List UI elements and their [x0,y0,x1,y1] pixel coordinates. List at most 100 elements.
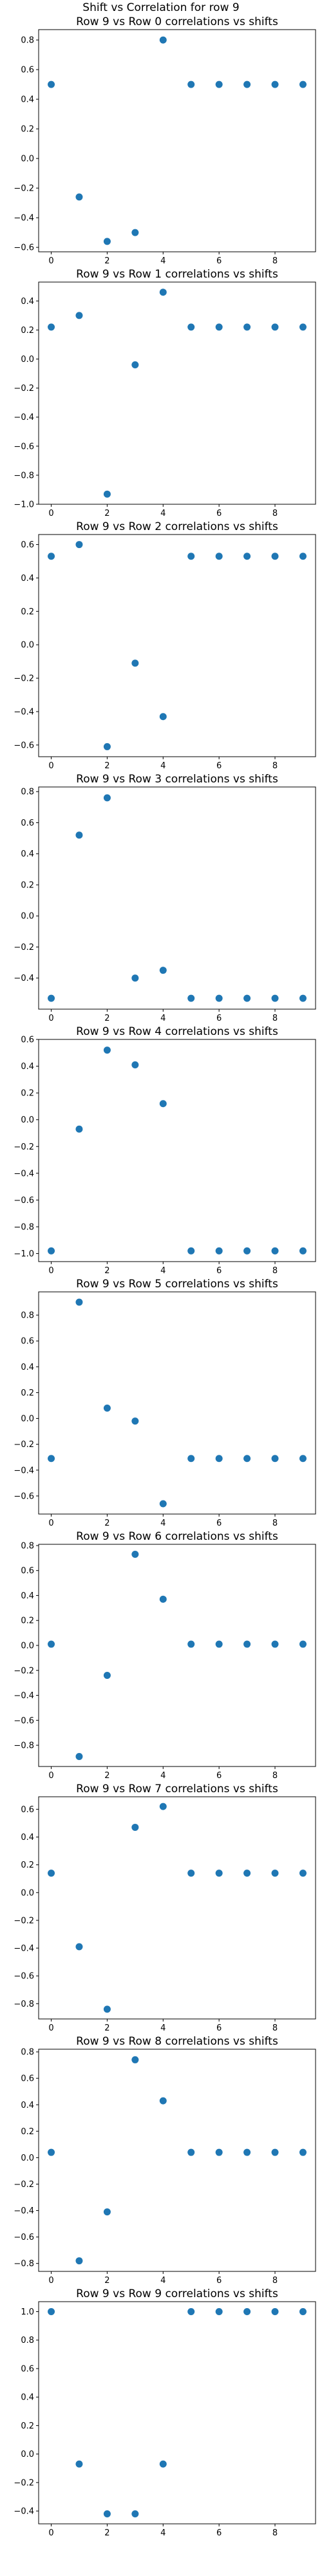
data-point-3-7 [243,994,251,1002]
y-tick-label-2-6: 0.6 [21,540,34,550]
data-point-6-0 [48,1640,55,1648]
y-tick-label-6-4: 0.0 [21,1641,34,1651]
chart-title-0: Row 9 vs Row 0 correlations vs shifts [76,15,278,28]
data-point-8-9 [299,2148,307,2156]
y-tick-label-9-6: 0.8 [21,2336,34,2345]
x-tick-label-8-0: 0 [48,2276,53,2286]
data-point-5-9 [299,1455,307,1463]
data-point-7-2 [103,2005,111,2013]
chart-panel-8: Row 9 vs Row 8 correlations vs shifts −0.… [14,2035,316,2286]
chart-title-2: Row 9 vs Row 2 correlations vs shifts [76,520,278,533]
data-point-0-3 [131,229,139,236]
data-point-5-5 [187,1455,195,1463]
y-tick-label-0-7: 0.8 [21,36,34,46]
data-point-2-5 [187,553,195,560]
y-tick-label-5-4: 0.2 [21,1388,34,1398]
plot-area-8 [38,2049,316,2272]
x-tick-label-2-2: 4 [160,761,166,771]
y-tick-label-5-3: 0.0 [21,1414,34,1424]
x-tick-label-9-2: 4 [160,2528,166,2538]
chart-panel-4: Row 9 vs Row 4 correlations vs shifts −1.… [14,1025,316,1276]
data-point-0-0 [48,80,55,88]
data-point-1-0 [48,323,55,331]
data-point-4-6 [215,1247,223,1255]
x-tick-label-8-3: 6 [216,2276,222,2286]
y-tick-label-4-2: −0.6 [14,1196,34,1206]
y-tick-label-8-5: 0.2 [21,2127,34,2137]
y-tick-label-9-1: −0.2 [14,2478,34,2488]
y-tick-label-8-2: −0.4 [14,2206,34,2216]
data-point-8-5 [187,2148,195,2156]
y-tick-label-6-1: −0.6 [14,1716,34,1726]
x-tick-label-2-3: 6 [216,761,222,771]
data-point-5-7 [243,1455,251,1463]
x-tick-label-6-2: 4 [160,1771,166,1781]
y-tick-label-0-0: −0.6 [14,243,34,253]
data-point-8-3 [131,2056,139,2063]
y-tick-label-2-2: −0.2 [14,674,34,684]
x-tick-label-1-2: 4 [160,509,166,518]
y-tick-label-1-6: 0.2 [21,326,34,336]
data-point-6-4 [159,1595,167,1603]
chart-panels: Row 9 vs Row 0 correlations vs shifts −0.… [14,15,316,2538]
data-point-3-5 [187,994,195,1002]
x-tick-label-8-2: 4 [160,2276,166,2286]
data-point-7-1 [75,1943,83,1951]
x-tick-label-9-1: 2 [104,2528,109,2538]
data-point-6-5 [187,1640,195,1648]
x-tick-label-6-3: 6 [216,1771,222,1781]
x-tick-label-1-3: 6 [216,509,222,518]
data-point-4-5 [187,1247,195,1255]
y-tick-label-0-5: 0.4 [21,95,34,105]
data-point-3-2 [103,794,111,802]
x-tick-label-3-2: 4 [160,1014,166,1023]
x-tick-label-4-1: 2 [104,1266,109,1276]
data-point-2-8 [271,553,279,560]
data-point-2-7 [243,553,251,560]
y-tick-label-4-4: −0.2 [14,1142,34,1152]
y-tick-label-6-0: −0.8 [14,1741,34,1751]
data-point-1-1 [75,312,83,319]
chart-panel-3: Row 9 vs Row 3 correlations vs shifts −0.… [14,773,316,1023]
data-point-7-9 [299,1870,307,1877]
x-tick-label-0-1: 2 [104,256,109,266]
data-point-8-4 [159,2097,167,2105]
y-tick-label-8-4: 0.0 [21,2154,34,2163]
data-point-4-4 [159,1100,167,1108]
x-tick-label-9-3: 6 [216,2528,222,2538]
data-point-2-6 [215,553,223,560]
y-tick-label-3-5: 0.6 [21,819,34,828]
data-point-9-3 [131,2510,139,2518]
chart-panel-2: Row 9 vs Row 2 correlations vs shifts −0.… [14,520,316,771]
x-tick-label-4-2: 4 [160,1266,166,1276]
x-tick-label-3-4: 8 [272,1014,278,1023]
y-tick-label-2-3: 0.0 [21,641,34,650]
data-point-9-7 [243,2307,251,2315]
data-point-0-8 [271,80,279,88]
y-tick-label-1-5: 0.0 [21,355,34,365]
x-tick-label-8-4: 8 [272,2276,278,2286]
data-point-3-1 [75,831,83,839]
y-tick-label-7-7: 0.6 [21,1805,34,1815]
x-tick-label-0-2: 4 [160,256,166,266]
plot-area-9 [38,2301,316,2524]
y-tick-label-2-0: −0.6 [14,741,34,750]
y-tick-label-1-2: −0.6 [14,442,34,451]
data-point-7-4 [159,1803,167,1810]
y-tick-label-7-1: −0.6 [14,1972,34,1982]
y-tick-label-9-4: 0.4 [21,2393,34,2403]
data-point-8-2 [103,2208,111,2216]
x-tick-label-5-3: 6 [216,1519,222,1528]
x-tick-label-2-1: 2 [104,761,109,771]
y-tick-label-2-5: 0.4 [21,574,34,583]
data-point-9-1 [75,2460,83,2468]
chart-panel-9: Row 9 vs Row 9 correlations vs shifts −0.… [14,2287,316,2538]
data-point-5-6 [215,1455,223,1463]
chart-title-7: Row 9 vs Row 7 correlations vs shifts [76,1783,278,1795]
x-tick-label-6-0: 0 [48,1771,53,1781]
data-point-0-2 [103,238,111,245]
y-tick-label-1-3: −0.4 [14,413,34,422]
x-tick-label-7-4: 8 [272,2023,278,2033]
y-tick-label-4-1: −0.8 [14,1222,34,1232]
data-point-1-5 [187,323,195,331]
